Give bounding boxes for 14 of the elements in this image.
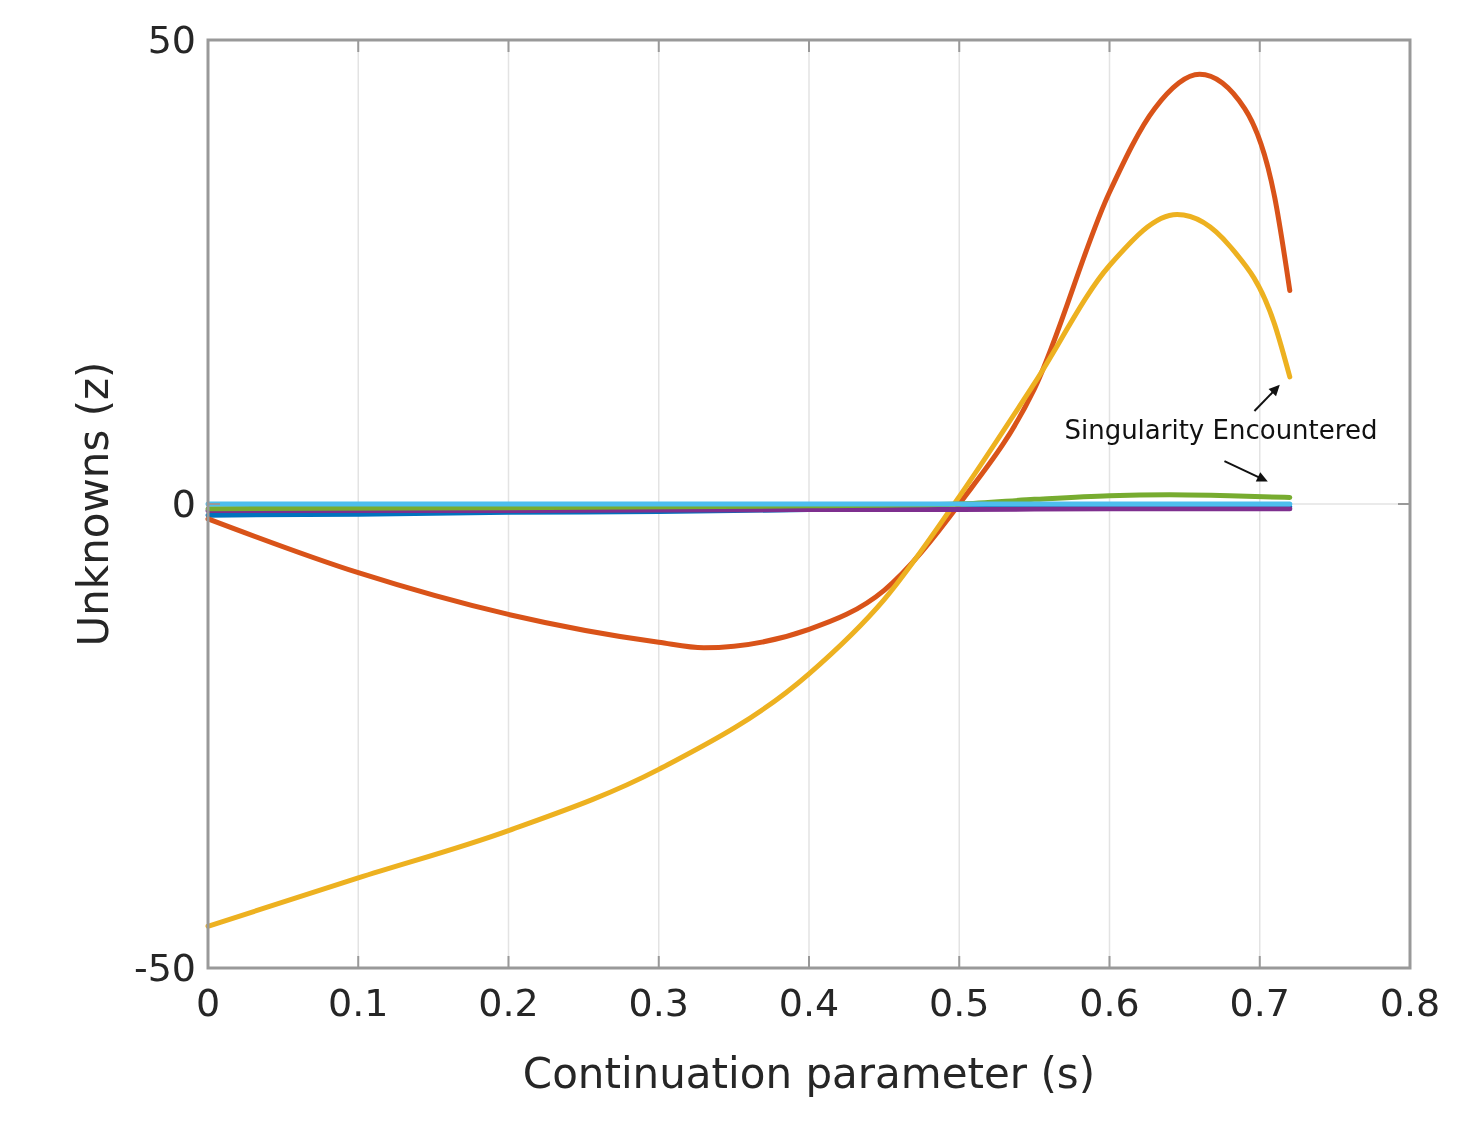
y-axis-title: Unknowns (z): [69, 361, 118, 647]
annotation: Singularity Encountered: [1064, 415, 1378, 446]
x-tick-label: 0.6: [1079, 981, 1140, 1025]
y-tick-label: 50: [147, 18, 196, 63]
x-tick-label: 0.7: [1229, 981, 1290, 1025]
y-tick-label: -50: [133, 946, 196, 991]
y-tick-label: 0: [171, 482, 196, 527]
x-tick-label: 0.8: [1379, 981, 1441, 1025]
x-tick-label: 0.4: [778, 981, 840, 1025]
x-tick-label: 0.2: [478, 981, 539, 1025]
x-tick-label: 0.1: [328, 981, 389, 1025]
x-axis-title: Continuation parameter (s): [522, 1049, 1096, 1098]
x-tick-label: 0.5: [929, 981, 990, 1025]
x-tick-label: 0.3: [628, 981, 689, 1025]
